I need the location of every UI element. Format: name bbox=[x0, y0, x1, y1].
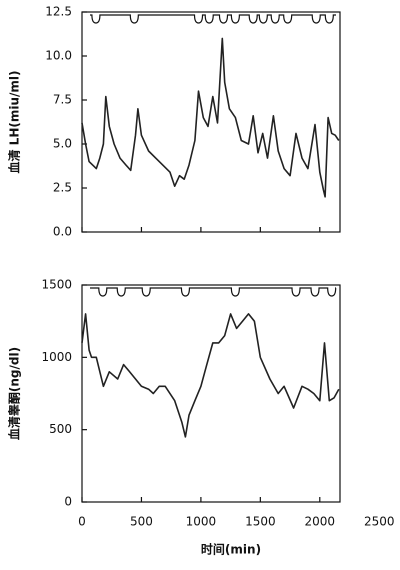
pulse-markers bbox=[90, 287, 337, 297]
x-tick-label: 2500 bbox=[364, 515, 395, 529]
y-tick-label: 10.0 bbox=[45, 49, 72, 63]
x-axis-title: 时间(min) bbox=[201, 542, 261, 557]
y-tick-label: 0.0 bbox=[53, 225, 72, 239]
data-line bbox=[81, 37, 340, 198]
x-tick-label: 2000 bbox=[305, 515, 336, 529]
y-tick-label: 2.5 bbox=[53, 181, 72, 195]
x-tick-label: 1500 bbox=[245, 515, 276, 529]
y-tick-label: 1500 bbox=[41, 278, 72, 292]
plot-frame bbox=[81, 284, 341, 503]
x-tick-label: 1000 bbox=[186, 515, 217, 529]
y-tick-label: 7.5 bbox=[53, 93, 72, 107]
y-axis-title: 血清 LH(miu/ml) bbox=[7, 71, 22, 174]
plot-frame bbox=[81, 11, 341, 233]
pulse-markers bbox=[90, 14, 336, 24]
y-tick-label: 500 bbox=[49, 422, 72, 436]
y-tick-label: 0 bbox=[64, 495, 72, 509]
y-tick-label: 1000 bbox=[41, 350, 72, 364]
x-tick-label: 500 bbox=[130, 515, 153, 529]
data-line bbox=[81, 313, 340, 438]
y-tick-label: 12.5 bbox=[45, 5, 72, 19]
y-axis-title: 血清睾酮(ng/dl) bbox=[7, 347, 22, 440]
x-tick-label: 0 bbox=[78, 515, 86, 529]
y-tick-label: 5.0 bbox=[53, 137, 72, 151]
